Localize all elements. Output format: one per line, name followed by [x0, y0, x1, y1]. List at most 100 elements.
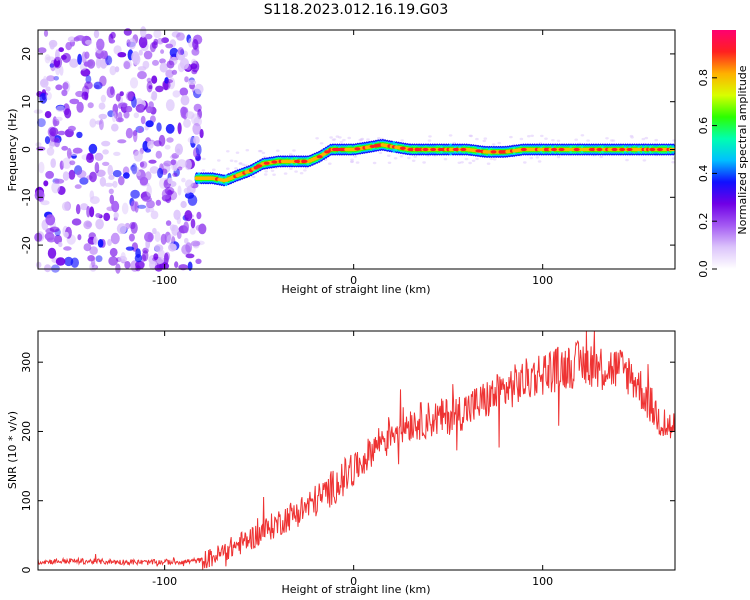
noise-blob	[184, 210, 193, 222]
ridge-peak	[475, 149, 482, 153]
snr-axes: -100 0 100 0 100 200 300	[20, 331, 675, 588]
y-tick-label: 0	[20, 146, 33, 153]
noise-blob	[110, 232, 120, 245]
noise-blob	[153, 29, 162, 39]
speckle	[294, 170, 298, 173]
speckle	[427, 139, 432, 142]
noise-blob	[183, 187, 191, 194]
speckle	[497, 141, 502, 145]
noise-blob	[95, 255, 103, 263]
noise-blob	[180, 106, 189, 116]
speckle	[411, 159, 416, 162]
noise-blob	[85, 75, 92, 84]
ridge-peak	[354, 147, 361, 151]
noise-blob	[155, 199, 162, 206]
noise-blob	[53, 76, 59, 81]
noise-blob	[165, 79, 174, 84]
noise-blob	[125, 246, 135, 251]
noise-blob	[157, 37, 164, 45]
noise-blob	[166, 137, 174, 143]
noise-blob	[77, 53, 82, 65]
speckle	[523, 161, 527, 164]
noise-blob	[176, 159, 187, 169]
noise-blob	[164, 144, 171, 150]
speckle	[270, 169, 275, 172]
noise-blob	[180, 200, 187, 209]
spectrogram-heatmap	[33, 26, 676, 274]
noise-blob	[176, 32, 185, 41]
noise-blob	[108, 256, 118, 266]
noise-blob	[43, 75, 47, 85]
noise-blob	[176, 216, 181, 225]
noise-blob	[49, 63, 55, 68]
speckle	[338, 136, 342, 139]
noise-blob	[65, 42, 72, 51]
speckle	[491, 143, 496, 146]
noise-blob	[168, 243, 177, 252]
noise-blob	[83, 61, 91, 67]
ridge-peak	[626, 147, 633, 152]
noise-blob	[138, 49, 143, 56]
speckle	[393, 157, 398, 160]
speckle	[272, 173, 276, 176]
speckle	[489, 157, 494, 161]
speckle	[360, 137, 365, 141]
noise-blob	[130, 222, 138, 234]
noise-blob	[149, 166, 159, 174]
noise-blob	[190, 240, 201, 247]
ridge-peak	[596, 147, 603, 152]
noise-blob	[165, 220, 172, 226]
speckle	[372, 161, 377, 165]
noise-blob	[108, 175, 115, 180]
speckle	[235, 151, 240, 154]
noise-blob	[105, 55, 113, 66]
noise-blob	[184, 179, 194, 189]
noise-blob	[193, 136, 200, 145]
noise-blob	[172, 90, 181, 98]
noise-blob	[124, 261, 131, 269]
noise-blob	[119, 102, 128, 108]
speckle	[457, 161, 462, 164]
noise-blob	[74, 184, 82, 189]
noise-blob	[95, 218, 104, 230]
noise-blob	[69, 160, 76, 166]
speckle	[226, 150, 230, 153]
noise-blob	[125, 105, 133, 113]
ridge-peak	[422, 147, 429, 152]
noise-blob	[112, 180, 118, 188]
noise-blob	[160, 233, 167, 245]
y-tick-label: 20	[20, 47, 33, 61]
speckle	[413, 155, 418, 158]
noise-blob	[40, 200, 50, 206]
noise-blob	[107, 238, 112, 247]
noise-blob	[184, 76, 189, 83]
noise-blob	[130, 189, 140, 199]
noise-blob	[93, 29, 100, 39]
noise-blob	[138, 127, 143, 133]
speckle	[319, 142, 324, 145]
noise-blob	[187, 79, 197, 86]
y-tick-label: -20	[20, 236, 33, 254]
noise-blob	[148, 159, 157, 164]
noise-blob	[37, 47, 47, 54]
speckle	[261, 151, 266, 155]
noise-blob	[163, 252, 169, 265]
noise-blob	[158, 134, 166, 147]
noise-blob	[161, 188, 172, 200]
noise-blob	[156, 122, 162, 132]
noise-blob	[99, 176, 107, 187]
noise-blob	[62, 157, 72, 169]
noise-blob	[109, 65, 117, 76]
noise-blob	[69, 58, 79, 68]
noise-blob	[145, 206, 151, 213]
noise-blob	[177, 231, 182, 239]
noise-blob	[130, 200, 137, 212]
ridge-peak	[649, 147, 656, 152]
noise-blob	[117, 139, 127, 144]
ridge-peak	[331, 147, 338, 152]
speckle	[448, 134, 453, 137]
noise-blob	[184, 159, 192, 171]
speckle	[262, 156, 267, 159]
